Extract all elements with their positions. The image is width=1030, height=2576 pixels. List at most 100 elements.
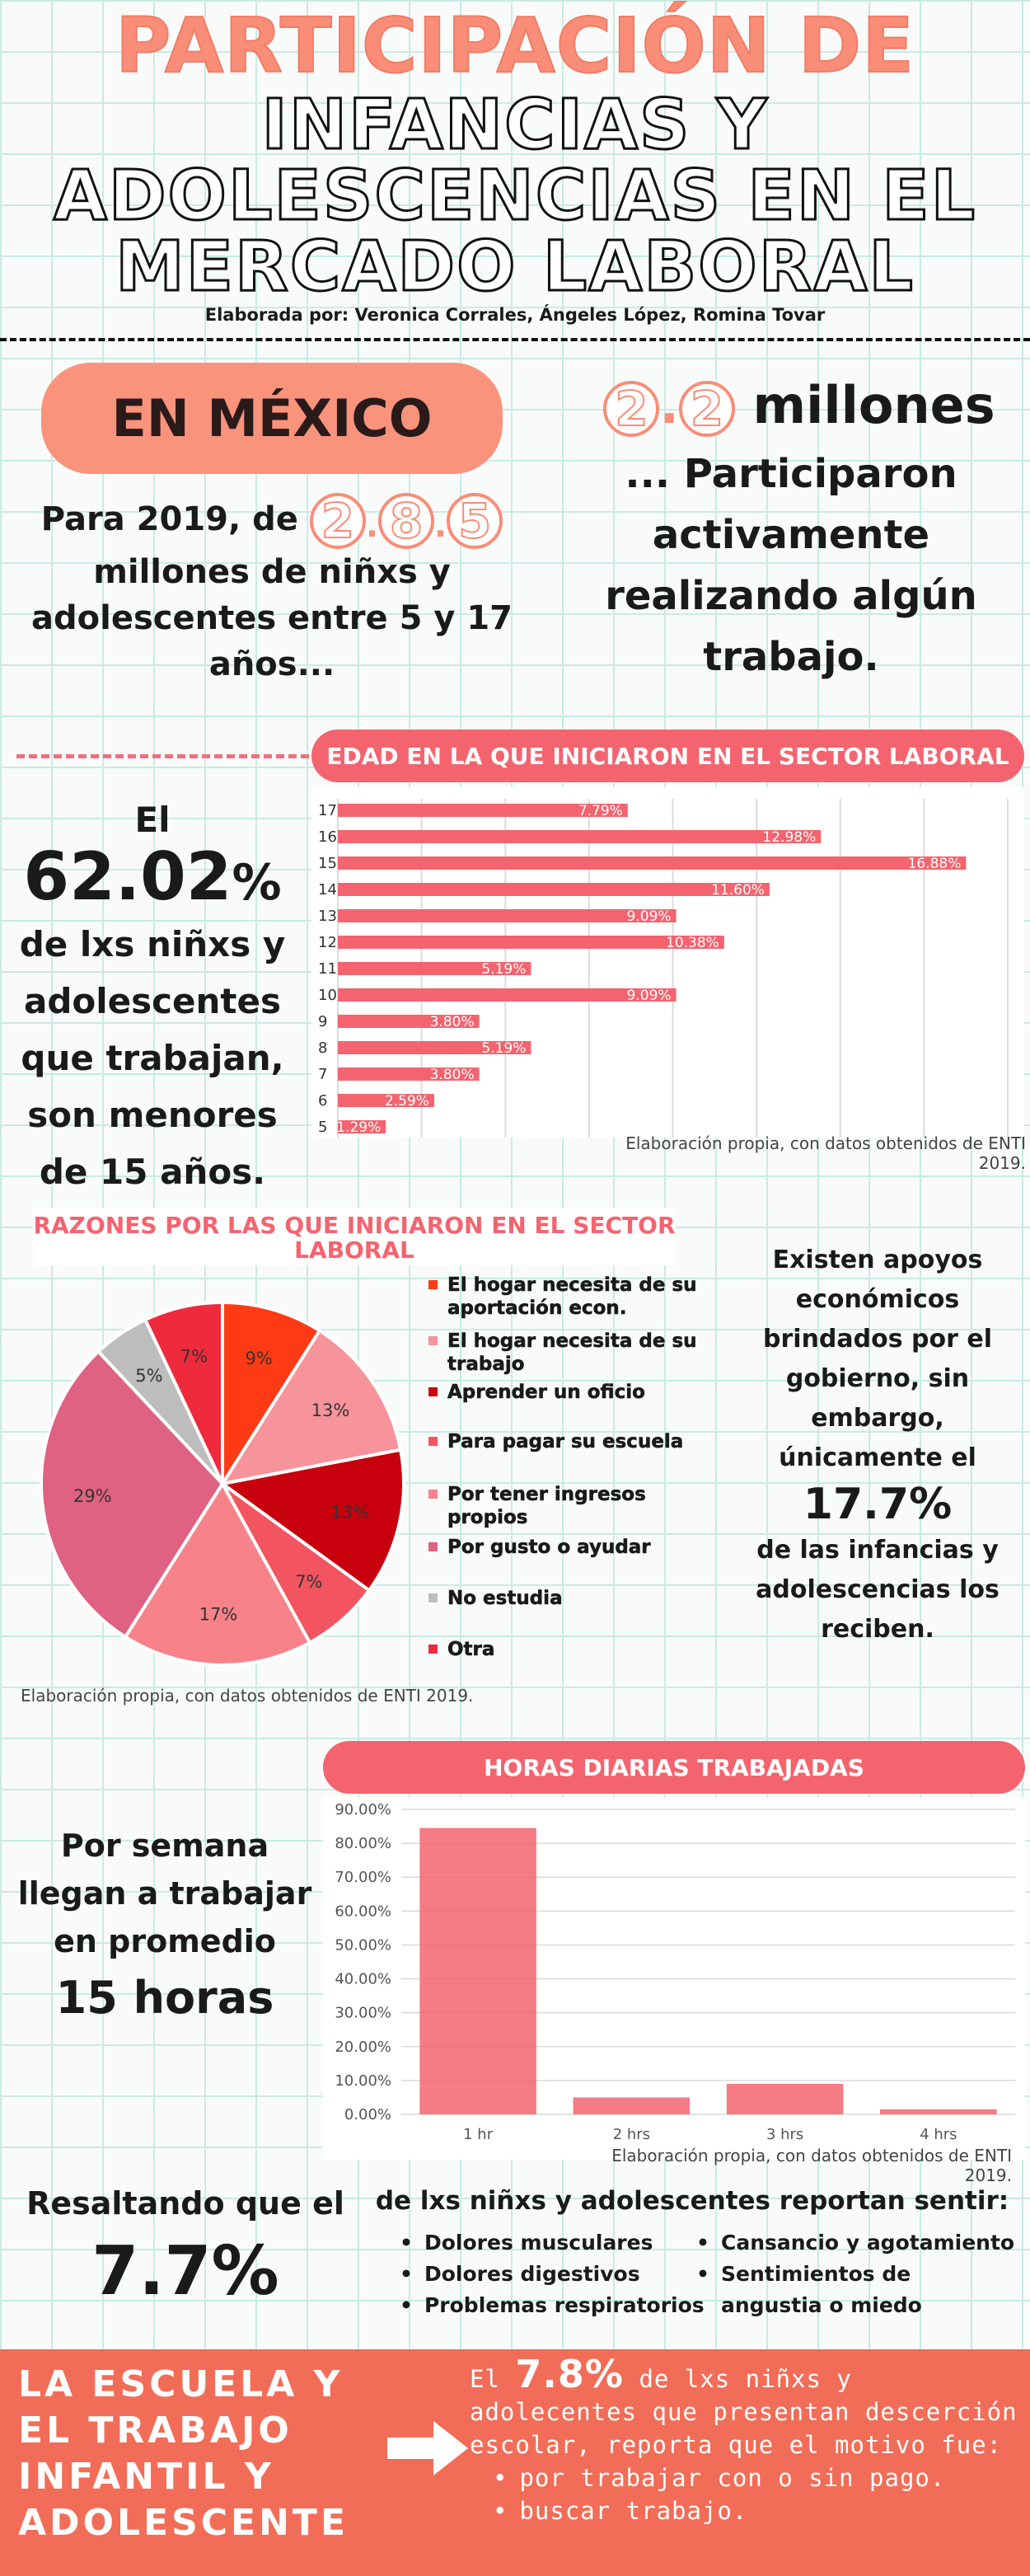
footer-bullet: buscar trabajo. <box>470 2494 1022 2527</box>
population-rest: millones de niñxs y adolescentes entre 5… <box>31 553 513 683</box>
data-label: 5.19% <box>481 1040 526 1057</box>
data-label: 1.29% <box>336 1119 381 1136</box>
apoyos-post: de las infancias y adolescencias los rec… <box>756 1536 1000 1644</box>
tick-label: 16 <box>318 828 337 846</box>
legend-label: Para pagar su escuela <box>447 1431 684 1453</box>
legend-label: Aprender un oficio <box>447 1382 645 1404</box>
title-line2b: ADOLESCENCIAS EN EL <box>52 155 977 236</box>
tick-label: 5 <box>318 1119 327 1136</box>
legend-swatch <box>428 1593 438 1602</box>
tick-label: 11 <box>318 960 337 978</box>
mexico-pill: EN MÉXICO <box>41 363 503 474</box>
footer-value: 7.8% <box>515 2352 624 2396</box>
pie-slice <box>123 1480 312 1667</box>
symptom-item: Sentimientos de angustia o miedo <box>696 2259 1009 2321</box>
horas-title-pill: HORAS DIARIAS TRABAJADAS <box>323 1741 1025 1794</box>
tick-label: 17 <box>318 802 337 819</box>
legend-item: Aprender un oficio <box>428 1381 725 1404</box>
bar <box>338 1015 480 1028</box>
footer-bullet: por trabajar con o sin pago. <box>470 2461 1022 2494</box>
pie-slice <box>221 1300 322 1490</box>
semana-pre: Por semana llegan a trabajar en promedio <box>17 1828 312 1959</box>
tick-label: 15 <box>318 855 337 872</box>
tick-label: 14 <box>318 881 337 899</box>
age-bar-svg: 17 7.79% 16 12.98% 15 16.88% 14 11.60% 13 9.09% 12… <box>318 799 1009 1138</box>
symptom-item: Cansancio y agotamiento <box>696 2227 1014 2259</box>
title-line1: PARTICIPACIÓN DE <box>115 2 915 90</box>
bar <box>338 909 677 922</box>
legend-swatch <box>428 1437 438 1446</box>
legend-item: Por tener ingresos propios <box>428 1483 725 1529</box>
population-text: Para 2019, de 2.8.5 millones de niñxs y … <box>31 493 513 683</box>
legend-swatch <box>428 1490 438 1499</box>
pie-slice <box>218 1448 405 1593</box>
horas-bar-svg: 0.00% 10.00% 20.00% 30.00% 40.00% 50.00% 60.00… <box>335 1801 1015 2143</box>
semana-text: Por semana llegan a trabajar en promedio… <box>16 1822 313 2031</box>
resaltando-text: Resaltando que el 7.7% <box>21 2180 350 2317</box>
apoyos-value: 17.7% <box>803 1480 953 1529</box>
credit-text: Elaborada por: Veronica Corrales, Ángele… <box>204 305 826 325</box>
legend-item: El hogar necesita de su trabajo <box>428 1330 725 1376</box>
pie-slice <box>218 1328 403 1486</box>
legend-item: El hogar necesita de su aportación econ. <box>428 1274 725 1320</box>
digit-circle: 5 <box>447 493 503 549</box>
pie-slice <box>40 1349 225 1640</box>
edad-title-pill: EDAD EN LA QUE INICIARON EN EL SECTOR LA… <box>311 730 1024 782</box>
tick-label: 30.00% <box>335 2005 391 2022</box>
pie-label: 13% <box>311 1401 350 1420</box>
razones-title-box <box>33 1208 676 1265</box>
semana-value: 15 horas <box>55 1972 274 2024</box>
tick-label: 60.00% <box>335 1903 391 1920</box>
footer-body: de lxs niñxs y adolecentes que presentan… <box>470 2365 1018 2459</box>
tick-label: 4 hrs <box>920 2126 957 2143</box>
data-label: 5.19% <box>481 961 526 978</box>
tick-label: 40.00% <box>335 1971 391 1988</box>
digit-circle: 8 <box>378 493 435 549</box>
data-label: 7.79% <box>578 803 623 819</box>
data-label: 11.60% <box>711 882 765 899</box>
tick-label: 0.00% <box>344 2106 391 2123</box>
tick-label: 9 <box>318 1013 327 1030</box>
tick-label: 8 <box>318 1039 327 1057</box>
data-label: 12.98% <box>762 829 816 846</box>
title-line2a: INFANCIAS Y <box>260 84 769 165</box>
millions-unit: millones <box>752 375 995 435</box>
tick-label: 20.00% <box>335 2039 391 2056</box>
tick-label: 1 hr <box>463 2126 494 2143</box>
participation-text: ... Participaron activamente realizando … <box>605 451 977 680</box>
footer-heading: LA ESCUELA Y EL TRABAJO INFANTIL Y ADOLE… <box>18 2363 349 2544</box>
age-chart-caption: Elaboración propia, con datos obtenidos … <box>625 1133 1026 1173</box>
tick-label: 3 hrs <box>766 2126 803 2143</box>
arrow-right-icon <box>387 2421 468 2475</box>
tick-label: 50.00% <box>335 1936 391 1954</box>
data-label: 10.38% <box>666 935 719 951</box>
bar <box>338 1041 531 1054</box>
age-stat-value: 62.02 <box>23 838 232 915</box>
pie-label: 9% <box>246 1349 273 1368</box>
razones-pie-chart: 9% 13% 13% 7% 17% 29% 5% 7% <box>40 1300 405 1667</box>
legend-swatch <box>428 1336 438 1345</box>
millions-heading: 2.2 millones <box>577 373 1022 439</box>
tick-label: 6 <box>318 1092 327 1110</box>
pie-slice <box>143 1300 224 1485</box>
symptom-item: Dolores musculares <box>400 2227 653 2259</box>
tick-label: 90.00% <box>335 1801 391 1818</box>
footer-text: El 7.8% de lxs niñxs y adolecentes que p… <box>470 2355 1022 2527</box>
pie-label: 29% <box>73 1486 112 1506</box>
bar <box>338 830 822 843</box>
bar <box>573 2097 691 2114</box>
legend-label: No estudia <box>447 1588 563 1610</box>
apoyos-pre: Existen apoyos económicos brindados por … <box>763 1246 992 1472</box>
legend-label: El hogar necesita de su aportación econ. <box>447 1274 697 1320</box>
dashed-divider <box>0 338 1030 341</box>
resaltando-value: 7.7% <box>91 2232 279 2311</box>
data-label: 2.59% <box>385 1093 429 1110</box>
digit-circle: 2 <box>309 493 366 549</box>
age-stat-pct: % <box>232 854 282 912</box>
bar <box>880 2109 997 2114</box>
legend-item: No estudia <box>428 1587 725 1610</box>
legend-item: Por gusto o ayudar <box>428 1536 725 1559</box>
horas-bar-chart: 0.00% 10.00% 20.00% 30.00% 40.00% 50.00% 60.00… <box>323 1797 1025 2160</box>
apoyos-text: Existen apoyos económicos brindados por … <box>737 1241 1018 1649</box>
bar <box>338 962 531 975</box>
